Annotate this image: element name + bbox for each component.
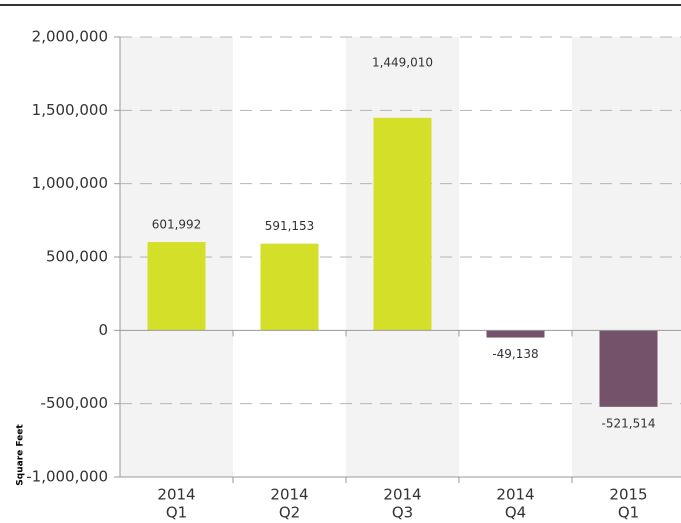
data-label: -49,138 [492,347,538,361]
x-tick-label: 2014 [270,486,308,504]
x-tick-label: 2014 [383,486,421,504]
y-axis-label: Square Feet [16,424,26,486]
bar [486,330,545,338]
y-tick-label: 1,000,000 [32,174,108,192]
y-tick-label: -500,000 [41,394,108,412]
x-tick-label: Q1 [166,504,187,522]
data-label: -521,514 [602,416,656,430]
y-tick-label: 1,500,000 [32,101,108,119]
x-tick-label: Q2 [279,504,300,522]
x-tick-label: Q1 [618,504,639,522]
bar [147,242,206,331]
y-tick-label: 0 [98,321,108,339]
data-label: 601,992 [152,218,202,232]
data-label: 1,449,010 [372,55,433,69]
y-tick-label: -1,000,000 [26,468,108,486]
y-tick-label: 2,000,000 [32,28,108,46]
x-tick-label: 2014 [157,486,195,504]
bar [260,243,319,331]
y-tick-label: 500,000 [46,248,108,266]
x-tick-label: Q3 [392,504,413,522]
bar [599,330,658,407]
x-tick-label: 2015 [609,486,647,504]
x-tick-label: Q4 [505,504,526,522]
x-tick-label: 2014 [496,486,534,504]
bar [373,117,432,331]
data-label: 591,153 [265,219,315,233]
